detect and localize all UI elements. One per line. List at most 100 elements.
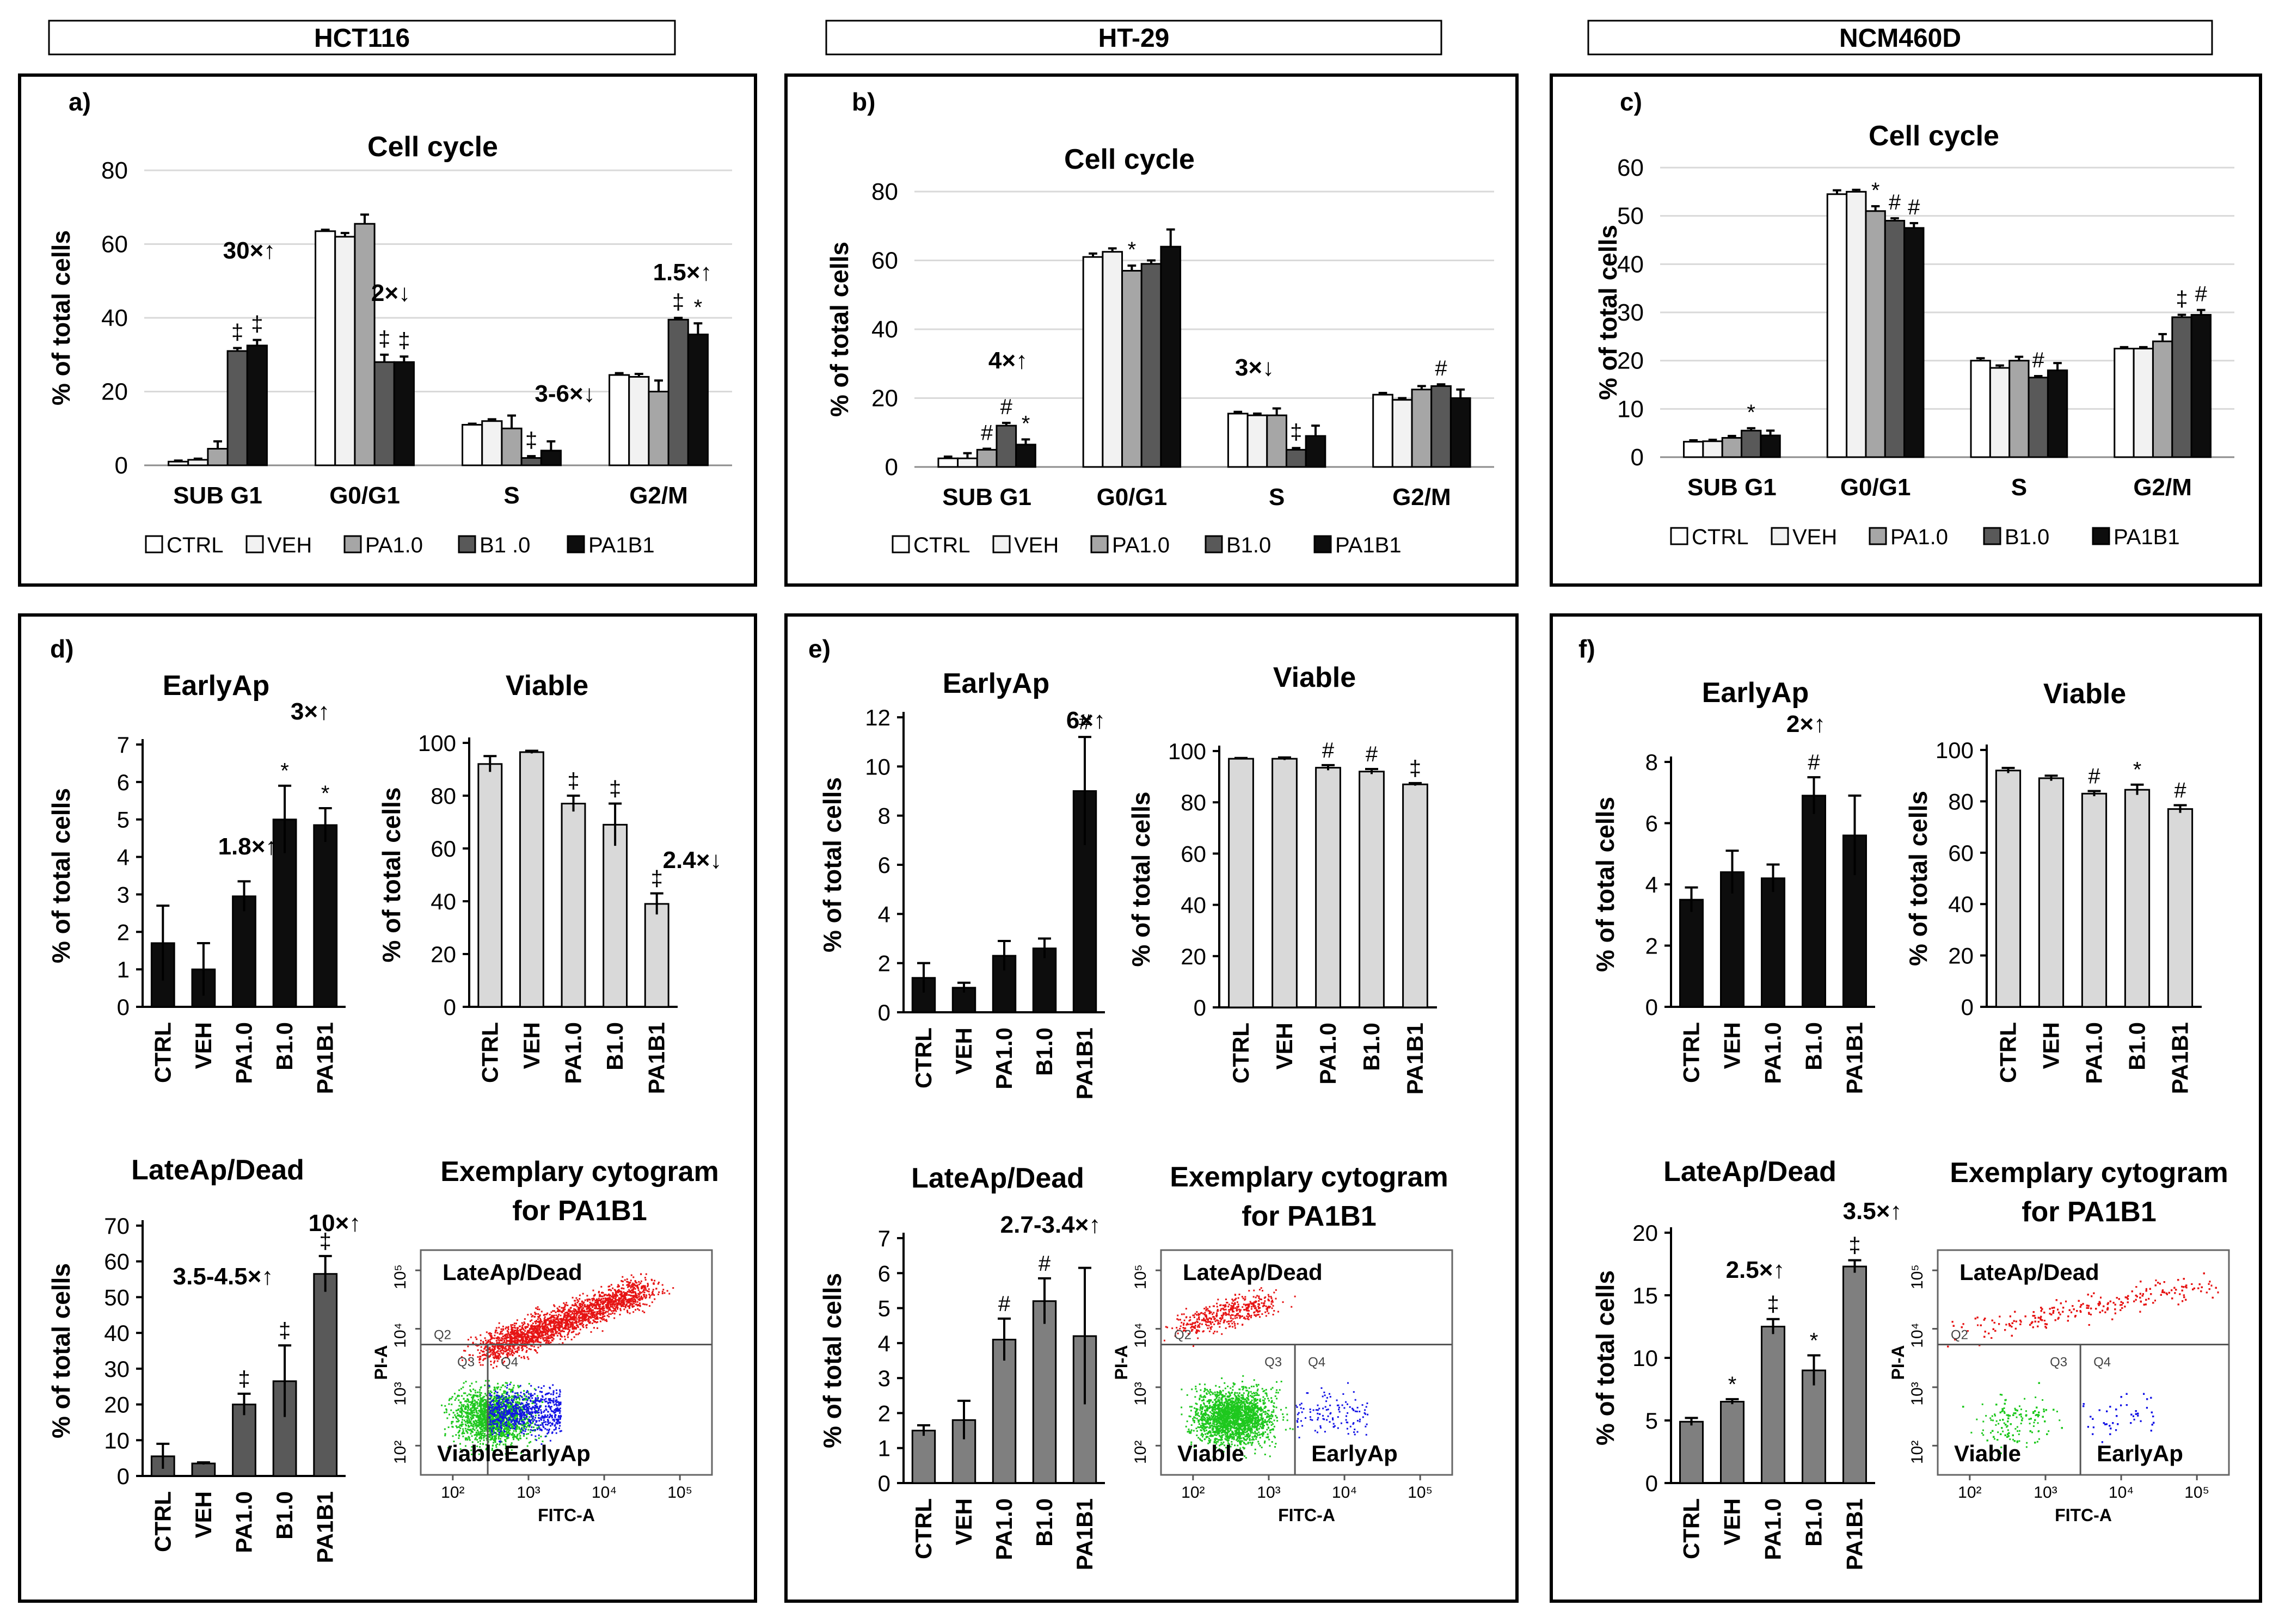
event-dot bbox=[508, 1398, 510, 1400]
event-dot bbox=[511, 1415, 513, 1417]
event-dot bbox=[444, 1411, 446, 1413]
event-dot bbox=[536, 1325, 538, 1327]
event-dot bbox=[560, 1414, 562, 1417]
bar-b1.0 bbox=[226, 350, 248, 466]
y-tick-label: 3 bbox=[117, 882, 130, 907]
event-dot bbox=[471, 1397, 473, 1399]
event-dot bbox=[454, 1399, 456, 1401]
significance-mark: # bbox=[2174, 778, 2186, 802]
event-dot bbox=[464, 1405, 466, 1407]
event-dot bbox=[503, 1423, 505, 1425]
event-dot bbox=[521, 1412, 524, 1414]
event-dot bbox=[561, 1319, 563, 1321]
event-dot bbox=[497, 1402, 499, 1405]
event-dot bbox=[471, 1400, 474, 1402]
event-dot bbox=[630, 1274, 632, 1276]
x-category-label: CTRL bbox=[150, 1022, 175, 1083]
x-category-label: B1.0 bbox=[1801, 1498, 1827, 1547]
event-dot bbox=[482, 1405, 484, 1407]
bar-pa10 bbox=[561, 803, 586, 1008]
x-category-label: PA1.0 bbox=[1315, 1023, 1341, 1085]
event-dot bbox=[506, 1341, 508, 1343]
event-dot bbox=[573, 1305, 575, 1307]
event-dot bbox=[506, 1333, 508, 1336]
event-dot bbox=[468, 1425, 470, 1428]
event-dot bbox=[502, 1338, 504, 1340]
event-dot bbox=[499, 1388, 501, 1391]
event-dot bbox=[568, 1313, 570, 1315]
event-dot bbox=[486, 1412, 488, 1414]
event-dot bbox=[532, 1335, 534, 1337]
event-dot bbox=[505, 1407, 507, 1410]
event-dot bbox=[473, 1422, 475, 1424]
event-dot bbox=[507, 1327, 509, 1329]
x-category-label: G0/G1 bbox=[329, 482, 400, 509]
event-dot bbox=[618, 1285, 620, 1287]
event-dot bbox=[468, 1429, 470, 1431]
event-dot bbox=[531, 1429, 533, 1431]
event-dot bbox=[510, 1418, 512, 1420]
event-dot bbox=[546, 1432, 549, 1435]
event-dot bbox=[504, 1335, 506, 1337]
event-dot bbox=[508, 1434, 511, 1436]
event-dot bbox=[451, 1421, 453, 1423]
event-dot bbox=[535, 1417, 537, 1419]
x-category-label: B1.0 bbox=[272, 1491, 297, 1540]
x-category-label: CTRL bbox=[911, 1498, 936, 1559]
event-dot bbox=[503, 1361, 506, 1363]
event-dot bbox=[531, 1315, 533, 1318]
event-dot bbox=[476, 1414, 478, 1416]
event-dot bbox=[551, 1328, 554, 1330]
event-dot bbox=[626, 1311, 629, 1313]
event-dot bbox=[480, 1402, 482, 1405]
event-dot bbox=[543, 1410, 545, 1412]
event-dot bbox=[506, 1420, 508, 1423]
event-dot bbox=[477, 1431, 480, 1433]
event-dot bbox=[534, 1405, 536, 1407]
event-dot bbox=[513, 1395, 515, 1397]
event-dot bbox=[531, 1332, 533, 1334]
event-dot bbox=[500, 1438, 502, 1440]
event-dot bbox=[505, 1443, 507, 1445]
event-dot bbox=[628, 1299, 630, 1301]
event-dot bbox=[513, 1407, 515, 1410]
event-dot bbox=[555, 1397, 557, 1399]
event-dot bbox=[484, 1419, 486, 1422]
event-dot bbox=[506, 1429, 508, 1431]
event-dot bbox=[496, 1399, 498, 1401]
event-dot bbox=[480, 1407, 482, 1409]
event-dot bbox=[483, 1414, 485, 1417]
event-dot bbox=[508, 1430, 510, 1432]
event-dot bbox=[490, 1405, 492, 1407]
panel-label: f) bbox=[1578, 635, 1595, 663]
event-dot bbox=[552, 1338, 555, 1340]
event-dot bbox=[577, 1308, 579, 1311]
event-dot bbox=[626, 1284, 628, 1286]
event-dot bbox=[658, 1281, 660, 1283]
legend-swatch bbox=[2092, 527, 2110, 545]
x-category-label: B1.0 bbox=[1359, 1023, 1384, 1071]
event-dot bbox=[490, 1418, 493, 1420]
event-dot bbox=[556, 1317, 558, 1319]
legend-entry: B1.0 bbox=[2005, 525, 2049, 549]
event-dot bbox=[514, 1339, 516, 1341]
event-dot bbox=[492, 1413, 494, 1415]
event-dot bbox=[496, 1392, 498, 1394]
event-dot bbox=[511, 1395, 513, 1398]
event-dot bbox=[543, 1385, 545, 1387]
legend-entry: PA1B1 bbox=[1335, 533, 1402, 557]
event-dot bbox=[555, 1426, 557, 1429]
event-dot bbox=[458, 1430, 460, 1432]
event-dot bbox=[484, 1415, 486, 1417]
event-dot bbox=[441, 1404, 443, 1406]
event-dot bbox=[463, 1419, 465, 1422]
event-dot bbox=[499, 1398, 501, 1400]
event-dot bbox=[506, 1413, 508, 1415]
event-dot bbox=[560, 1403, 562, 1405]
event-dot bbox=[460, 1425, 462, 1427]
event-dot bbox=[536, 1427, 538, 1429]
bar-veh bbox=[1271, 758, 1298, 1008]
event-dot bbox=[495, 1416, 497, 1418]
event-dot bbox=[581, 1306, 583, 1308]
event-dot bbox=[495, 1411, 497, 1413]
